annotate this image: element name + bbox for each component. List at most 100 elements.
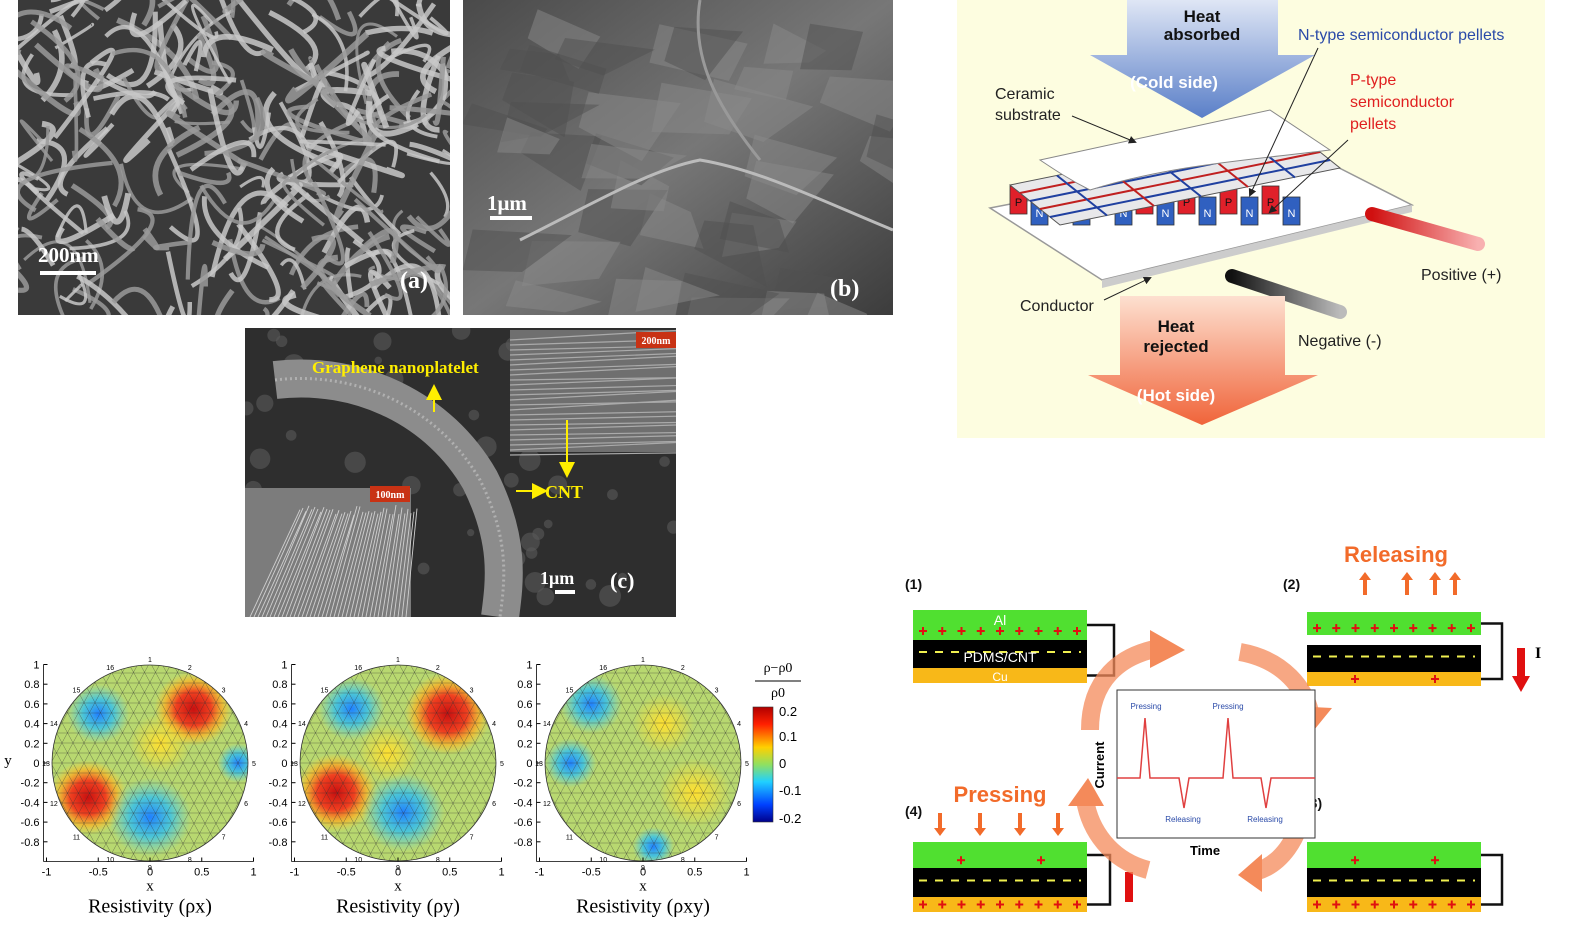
inset-tube (377, 504, 397, 617)
inset-tube (277, 511, 322, 617)
label: P-type (1350, 72, 1396, 89)
mesh (545, 665, 605, 861)
inset-fiber (509, 440, 676, 446)
annotation: CNT (545, 482, 583, 502)
flake (819, 76, 893, 132)
scale-text: 1μm (487, 191, 527, 215)
y-tick-label: 0.2 (272, 738, 287, 750)
flake (519, 44, 607, 94)
inset-tube (309, 512, 346, 617)
nanotube (300, 234, 336, 290)
nanotube (18, 227, 20, 231)
inset-tube (325, 505, 358, 617)
nanotube (104, 24, 184, 115)
grain (548, 475, 568, 495)
axis-label: x (146, 879, 154, 895)
grain (256, 394, 274, 412)
y-tick-label: 0.2 (24, 738, 39, 750)
nanotube (20, 226, 56, 267)
node-label: 11 (566, 835, 573, 842)
nanotube (299, 139, 386, 147)
colorbar-tick: 0.1 (779, 729, 797, 744)
flake (807, 292, 868, 315)
nanotube (353, 197, 441, 274)
y-tick-label: -0.4 (514, 797, 533, 809)
nanotube (166, 148, 200, 243)
inset-tube (269, 506, 316, 617)
map-field (52, 665, 248, 861)
node-label: 14 (50, 721, 58, 728)
flake (746, 160, 834, 224)
nanotube (53, 47, 116, 140)
inset-fiber (509, 384, 676, 391)
inset-fiber (509, 452, 676, 456)
y-tick-label: -0.6 (514, 817, 533, 829)
grain (249, 448, 271, 470)
nanotube (389, 105, 450, 116)
inset-tube (329, 506, 361, 617)
nanotube (311, 12, 349, 92)
nanotube (18, 13, 45, 42)
colorbar-tick: 0.2 (779, 704, 797, 719)
scale-text: 1μm (540, 568, 574, 588)
flake (800, 23, 864, 71)
mesh (348, 665, 470, 861)
axis-label: x (639, 879, 647, 895)
grain (667, 520, 676, 534)
nanotube (286, 0, 342, 21)
node-label: 4 (244, 721, 248, 728)
pellet-letter: P (1267, 197, 1274, 209)
inset-tube (401, 511, 415, 617)
grain (520, 532, 540, 552)
y-tick-label: -0.6 (21, 817, 40, 829)
mesh (188, 665, 248, 861)
label: Positive (+) (1421, 267, 1501, 284)
nanotube (214, 288, 235, 315)
x-tick-label: -1 (42, 867, 52, 879)
node-label: 15 (321, 687, 329, 694)
node-label: 3 (470, 687, 474, 694)
node-label: 6 (492, 801, 496, 808)
grain (524, 571, 546, 593)
node-label: 10 (599, 857, 607, 864)
y-tick-label: 1 (281, 660, 287, 672)
nanotube (430, 265, 448, 315)
pellet-letter: N (1288, 208, 1296, 220)
node-label: 9 (148, 865, 152, 872)
map-region (632, 694, 695, 754)
inset-tube (345, 512, 373, 617)
node-label: 7 (715, 835, 719, 842)
nanotube (105, 11, 158, 88)
grain (285, 429, 297, 441)
nanotube (432, 56, 446, 126)
nanotube (165, 251, 193, 315)
mesh (659, 665, 741, 861)
label: substrate (995, 107, 1061, 124)
mesh (111, 665, 233, 861)
nanotube (369, 263, 447, 288)
node-label: 12 (543, 801, 551, 808)
current-arrow (1125, 872, 1133, 902)
nanotube (169, 8, 234, 78)
nanotube (333, 128, 381, 220)
force-arrowhead (934, 828, 946, 836)
node-label: 16 (599, 665, 607, 672)
x-tick-label: -1 (535, 867, 545, 879)
inset-tube (397, 513, 412, 617)
node-label: 16 (106, 665, 114, 672)
x-tick-label: 1 (498, 867, 504, 879)
scale-text: 200nm (642, 336, 672, 347)
nanotube (109, 93, 174, 148)
nanotube (365, 25, 434, 36)
peak-label: Releasing (1165, 815, 1201, 824)
nanotube (55, 204, 88, 238)
nanotube (64, 283, 83, 302)
nanotube (18, 120, 56, 165)
nanotube (70, 183, 114, 231)
x-tick-label: 1 (743, 867, 749, 879)
map-region (560, 674, 623, 734)
mesh (52, 665, 112, 861)
y-tick-label: -0.4 (21, 797, 40, 809)
inset-tube (301, 510, 340, 617)
inset-tube (333, 511, 364, 617)
